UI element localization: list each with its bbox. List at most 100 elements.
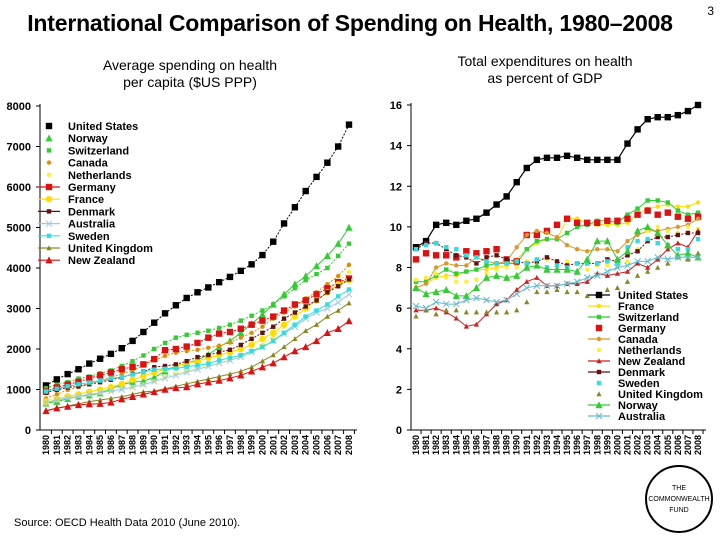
right-x-tick-label: 1996 <box>572 435 582 455</box>
right-point-australia <box>513 290 521 298</box>
right-point-canada <box>625 238 630 244</box>
left-point-germany <box>107 369 115 376</box>
right-point-denmark <box>685 230 691 236</box>
right-point-new-zealand <box>473 321 480 327</box>
right-point-canada <box>423 281 429 286</box>
left-legend-label: Switzerland <box>68 145 129 157</box>
right-legend-item-switzerland: Switzerland <box>588 312 679 324</box>
left-point-france <box>129 376 136 383</box>
right-point-germany <box>654 211 661 218</box>
right-point-netherlands <box>585 267 590 272</box>
right-point-united-states <box>523 164 530 172</box>
right-point-united-kingdom <box>413 313 419 319</box>
left-point-new-zealand <box>204 378 212 386</box>
left-point-united-kingdom <box>292 336 298 342</box>
left-point-germany <box>259 317 266 324</box>
right-point-new-zealand <box>645 264 651 270</box>
left-point-australia <box>53 396 61 404</box>
left-legend-label: Sweden <box>68 231 110 243</box>
right-legend-item-sweden: Sweden <box>596 378 660 390</box>
right-point-australia <box>483 296 490 304</box>
right-point-united-kingdom <box>584 293 590 299</box>
left-point-new-zealand <box>215 376 223 384</box>
left-point-canada <box>216 343 222 348</box>
left-point-new-zealand <box>118 395 126 403</box>
right-legend: United StatesFranceSwitzerlandGermanyCan… <box>588 290 703 423</box>
right-point-norway <box>633 227 642 235</box>
left-legend-item-norway: Norway <box>45 133 109 145</box>
right-point-norway <box>533 261 541 269</box>
right-y-tick-label: 2 <box>396 384 402 396</box>
right-point-switzerland <box>544 236 550 242</box>
left-point-norway <box>323 252 331 260</box>
left-point-denmark <box>206 352 211 358</box>
left-point-canada <box>227 340 233 345</box>
left-y-tick-label: 1000 <box>7 385 31 397</box>
left-point-switzerland <box>119 363 124 369</box>
right-point-norway <box>654 229 662 237</box>
right-point-united-states <box>573 154 581 162</box>
left-point-denmark <box>271 324 276 329</box>
right-point-norway <box>674 251 682 259</box>
left-point-denmark <box>346 277 352 282</box>
right-point-canada <box>544 230 550 236</box>
right-point-united-states <box>463 217 470 224</box>
right-point-sweden <box>645 236 650 242</box>
right-legend-label: Denmark <box>618 367 666 379</box>
left-point-germany <box>324 285 331 292</box>
left-x-tick-label: 1998 <box>236 435 246 455</box>
left-point-canada <box>206 345 211 350</box>
left-point-switzerland <box>195 330 200 335</box>
right-point-australia <box>553 282 561 290</box>
left-point-united-kingdom <box>270 352 276 358</box>
right-point-new-zealand <box>413 307 419 313</box>
right-chart-title-line-2: as percent of GDP <box>487 70 603 86</box>
right-x-tick-label: 2005 <box>663 435 673 455</box>
left-point-norway <box>237 329 245 336</box>
right-point-new-zealand <box>624 268 631 274</box>
left-y-tick-label: 3000 <box>7 304 31 316</box>
left-x-tick-label: 1987 <box>117 435 127 455</box>
left-chart-title-line-2: per capita ($US PPP) <box>123 74 257 90</box>
left-point-sweden <box>325 302 330 307</box>
right-point-canada <box>615 249 620 254</box>
right-point-australia <box>533 282 541 290</box>
left-point-germany <box>291 301 299 308</box>
left-point-australia <box>96 389 104 397</box>
left-y-tick-label: 5000 <box>7 223 31 235</box>
left-x-tick-label: 1993 <box>182 435 192 455</box>
right-point-united-kingdom <box>645 268 651 274</box>
right-point-new-zealand <box>614 270 621 276</box>
right-point-new-zealand <box>634 260 641 266</box>
left-y-tick-label: 4000 <box>7 263 31 275</box>
left-point-switzerland <box>271 302 276 307</box>
left-point-denmark <box>152 365 157 370</box>
logo-line-1: THE <box>672 484 686 492</box>
left-chart-title-line-1: Average spending on health <box>102 57 278 73</box>
right-point-norway <box>583 255 591 263</box>
right-legend-swatch-marker <box>596 336 602 342</box>
left-point-france <box>194 357 201 365</box>
left-point-sweden <box>108 376 114 381</box>
left-point-sweden <box>152 367 157 372</box>
left-x-tick-label: 1985 <box>95 435 105 455</box>
right-point-denmark <box>504 257 509 262</box>
left-point-switzerland <box>227 322 233 327</box>
right-point-canada <box>433 265 439 270</box>
left-legend-item-united-kingdom: United Kingdom <box>38 243 153 255</box>
left-point-australia <box>107 387 115 395</box>
left-legend-swatch-marker <box>45 220 53 227</box>
left-y-tick-label: 7000 <box>7 142 31 154</box>
right-point-sweden <box>554 263 560 268</box>
right-point-netherlands <box>494 267 499 272</box>
right-x-tick-label: 1990 <box>512 435 522 455</box>
right-point-sweden <box>474 255 479 260</box>
right-point-united-kingdom <box>463 309 469 315</box>
left-point-united-states <box>140 328 147 336</box>
right-point-united-kingdom <box>655 264 661 270</box>
right-point-australia <box>644 258 651 265</box>
left-point-new-zealand <box>334 324 342 332</box>
left-point-sweden <box>119 374 124 380</box>
left-point-germany <box>270 313 277 320</box>
right-point-germany <box>584 219 591 227</box>
